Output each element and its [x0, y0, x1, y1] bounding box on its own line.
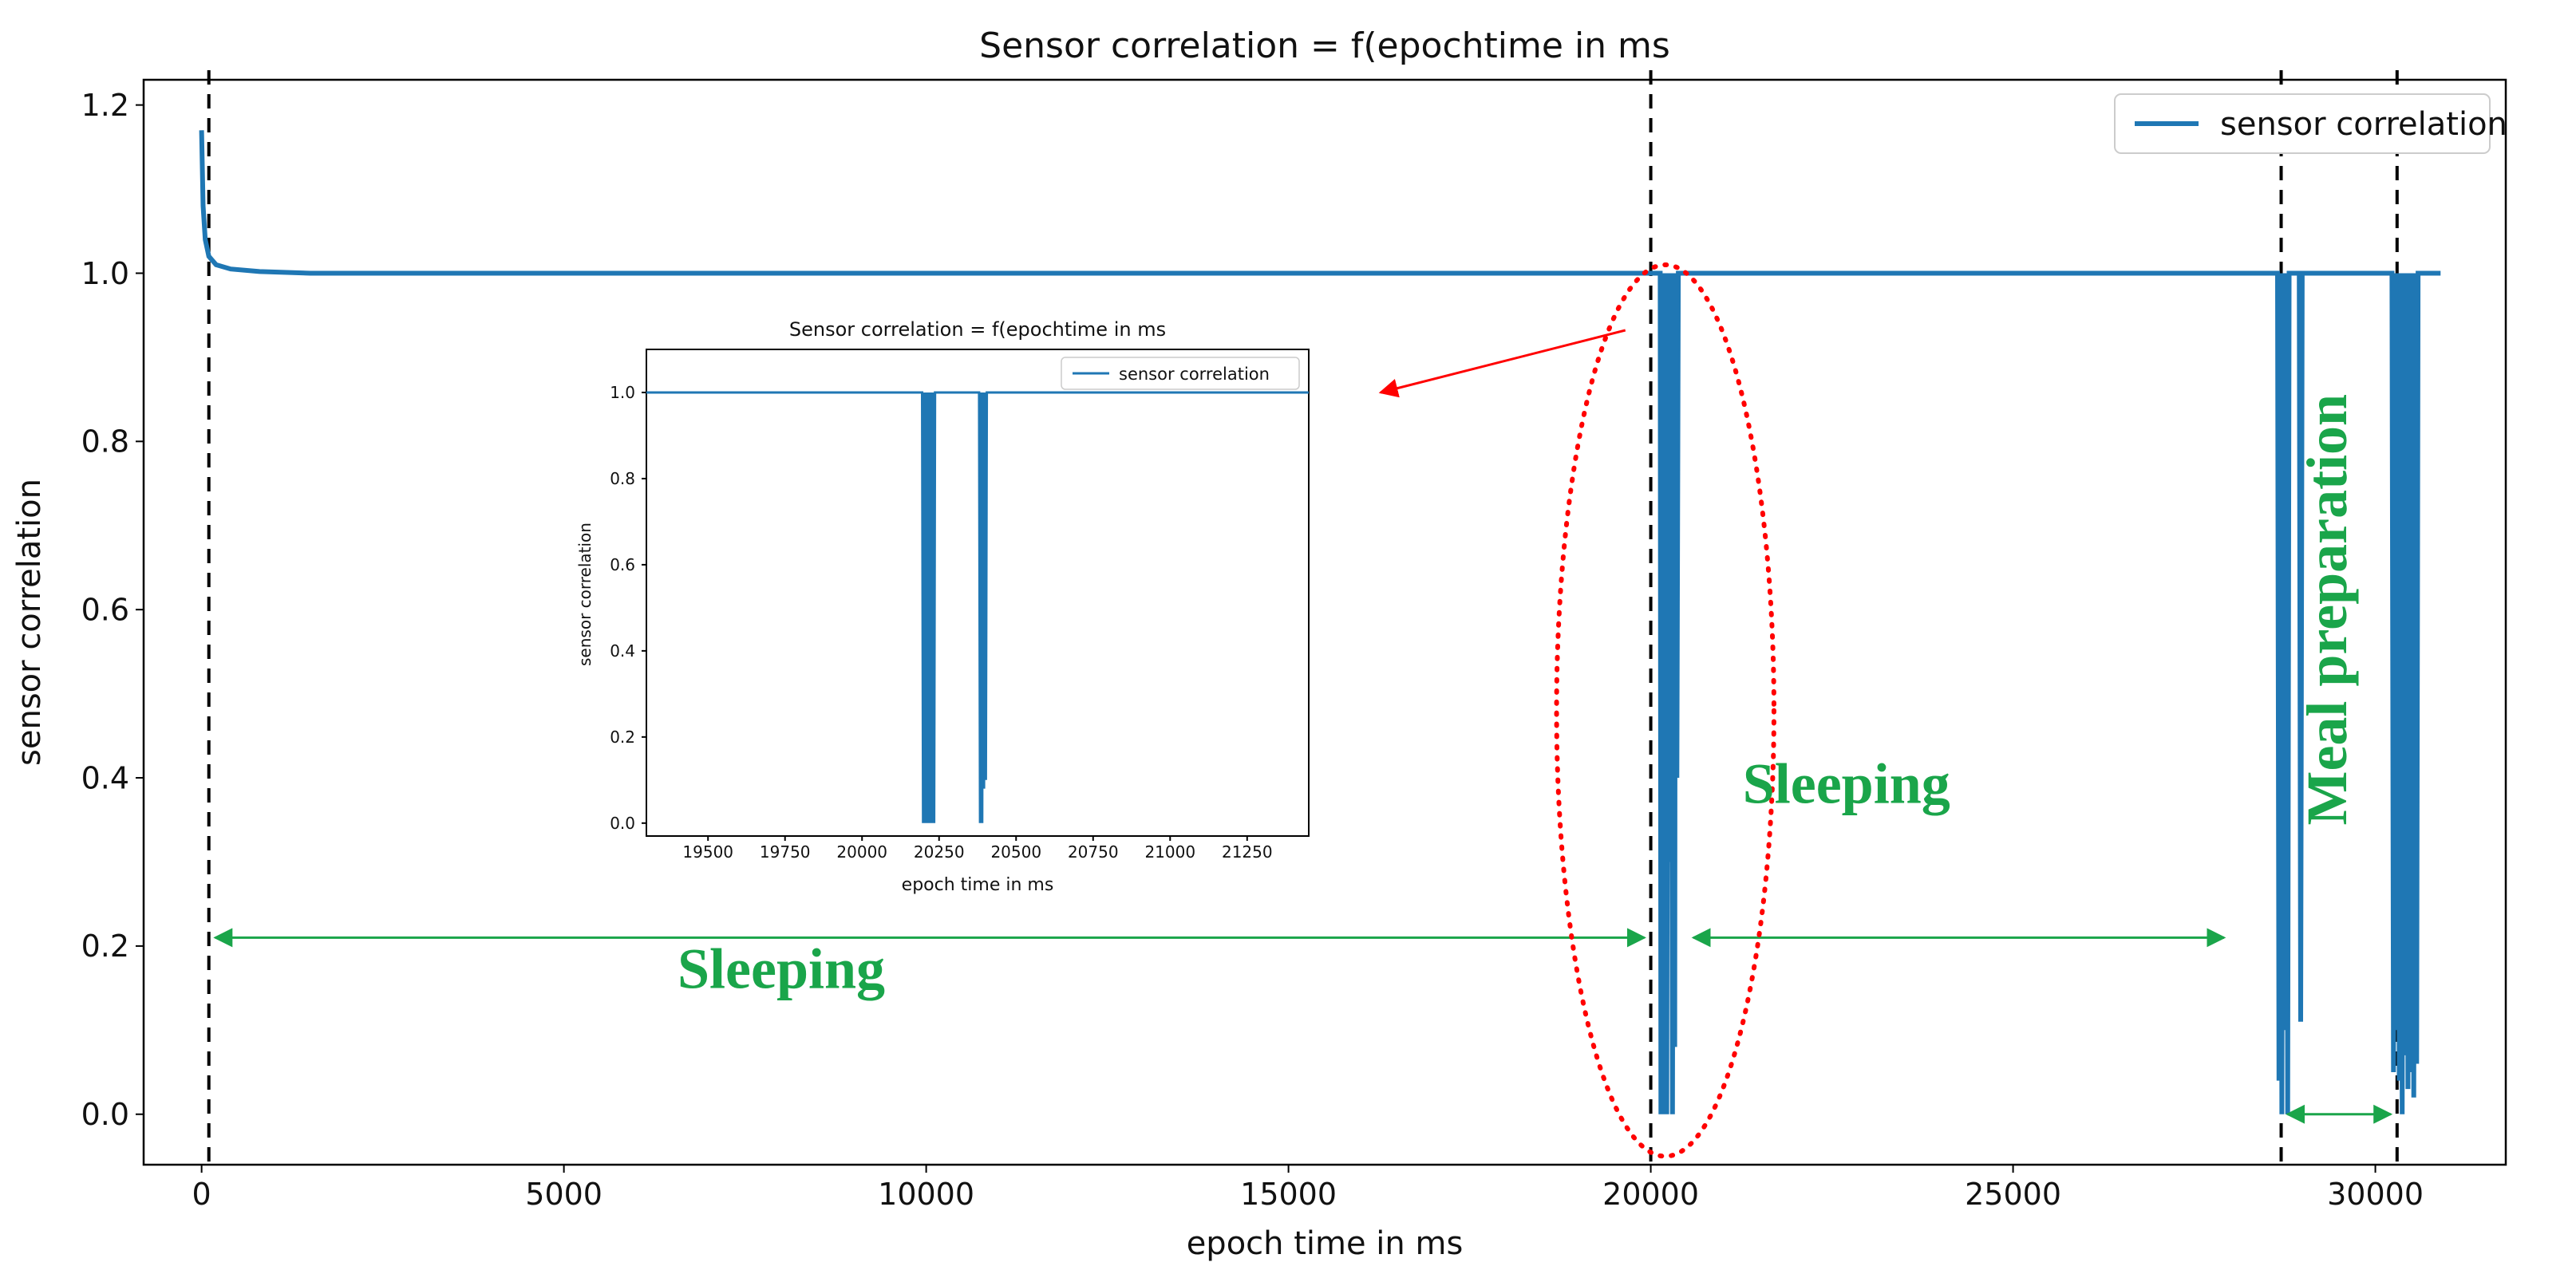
y-tick-label: 0.8 [610, 469, 635, 488]
main-range-arrows [213, 928, 2393, 1124]
y-tick-label: 0.0 [610, 814, 635, 833]
y-tick-label: 0.2 [81, 929, 129, 964]
annotation-label: Sleeping [1743, 752, 1950, 816]
main-chart-title: Sensor correlation = f(epochtime in ms [979, 26, 1670, 66]
y-tick-label: 0.4 [81, 760, 129, 795]
main-y-ticks: 0.0 0.2 0.4 0.6 0.8 1.0 1.2 [81, 88, 144, 1132]
main-series-line [199, 130, 2441, 1114]
y-tick-label: 0.2 [610, 728, 635, 747]
inset-x-ticks: 19500 19750 20000 20250 20500 20750 21000 21250 [682, 836, 1273, 862]
inset-y-axis-label: sensor correlation [575, 523, 595, 666]
inset-chart: Sensor correlation = f(epochtime in ms e… [575, 318, 1310, 895]
zoom-arrow [1378, 329, 1626, 398]
x-tick-label: 5000 [525, 1177, 603, 1212]
y-tick-label: 1.0 [610, 383, 635, 402]
y-tick-label: 0.0 [81, 1097, 129, 1132]
x-tick-label: 19500 [682, 842, 733, 862]
x-tick-label: 20250 [914, 842, 965, 862]
y-tick-label: 0.6 [81, 592, 129, 627]
x-tick-label: 20500 [990, 842, 1041, 862]
main-legend-label: sensor correlation [2220, 106, 2507, 143]
inset-chart-title: Sensor correlation = f(epochtime in ms [789, 318, 1166, 341]
inset-legend-label: sensor correlation [1119, 365, 1270, 384]
main-legend: sensor correlation [2114, 93, 2507, 154]
inset-y-ticks: 0.0 0.2 0.4 0.6 0.8 1.0 [610, 383, 646, 833]
inset-legend: sensor correlation [1061, 357, 1300, 390]
highlight-ellipse [1554, 262, 1776, 1159]
y-tick-label: 0.8 [81, 424, 129, 459]
inset-plot-area [646, 349, 1310, 837]
annotation-label: Meal preparation [2295, 394, 2359, 826]
x-tick-label: 21000 [1144, 842, 1195, 862]
main-plot-area [142, 78, 2507, 1166]
x-tick-label: 19750 [760, 842, 811, 862]
inset-x-axis-label: epoch time in ms [902, 875, 1054, 895]
x-tick-label: 20750 [1068, 842, 1119, 862]
x-tick-label: 0 [192, 1177, 211, 1212]
annotation-label: Sleeping [678, 937, 885, 1001]
y-tick-label: 1.0 [81, 256, 129, 291]
y-tick-label: 1.2 [81, 88, 129, 123]
x-tick-label: 20000 [836, 842, 887, 862]
y-tick-label: 0.4 [610, 641, 635, 661]
main-y-axis-label: sensor correlation [11, 479, 48, 766]
x-tick-label: 25000 [1965, 1177, 2061, 1212]
main-x-axis-label: epoch time in ms [1187, 1225, 1464, 1262]
main-x-ticks: 0 5000 10000 15000 20000 25000 30000 [192, 1165, 2424, 1212]
main-chart: Sensor correlation = f(epochtime in ms e… [11, 26, 2507, 1262]
x-tick-label: 30000 [2327, 1177, 2424, 1212]
x-tick-label: 21250 [1222, 842, 1273, 862]
x-tick-label: 10000 [878, 1177, 974, 1212]
y-tick-label: 0.6 [610, 555, 635, 574]
x-tick-label: 15000 [1240, 1177, 1337, 1212]
x-tick-label: 20000 [1602, 1177, 1699, 1212]
inset-series-line [646, 391, 1309, 823]
